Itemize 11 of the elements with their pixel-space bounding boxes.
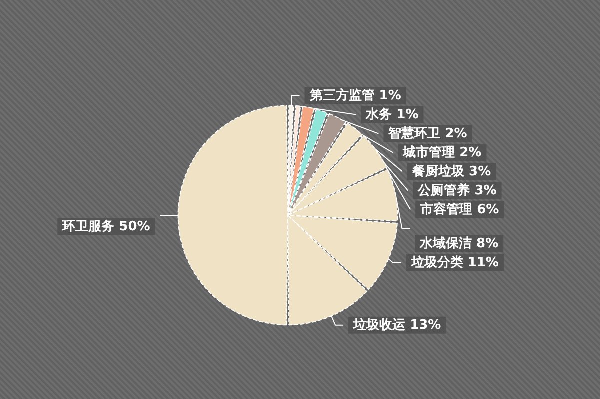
slice-label: 餐厨垃圾 3% <box>412 163 492 180</box>
slice-label: 环卫服务 50% <box>62 219 150 234</box>
slice-label: 垃圾分类 11% <box>410 254 499 271</box>
slice-label: 市容管理 6% <box>420 201 500 218</box>
slice-label: 垃圾收运 13% <box>352 316 442 333</box>
slice-label: 第三方监管 1% <box>308 87 402 104</box>
slice-label: 水域保洁 8% <box>419 236 499 252</box>
slice-label: 公厕管养 3% <box>417 182 497 198</box>
slice-label: 智慧环卫 2% <box>388 125 468 142</box>
slice-label: 水务 1% <box>365 107 419 122</box>
slice-label: 城市管理 2% <box>402 144 482 160</box>
